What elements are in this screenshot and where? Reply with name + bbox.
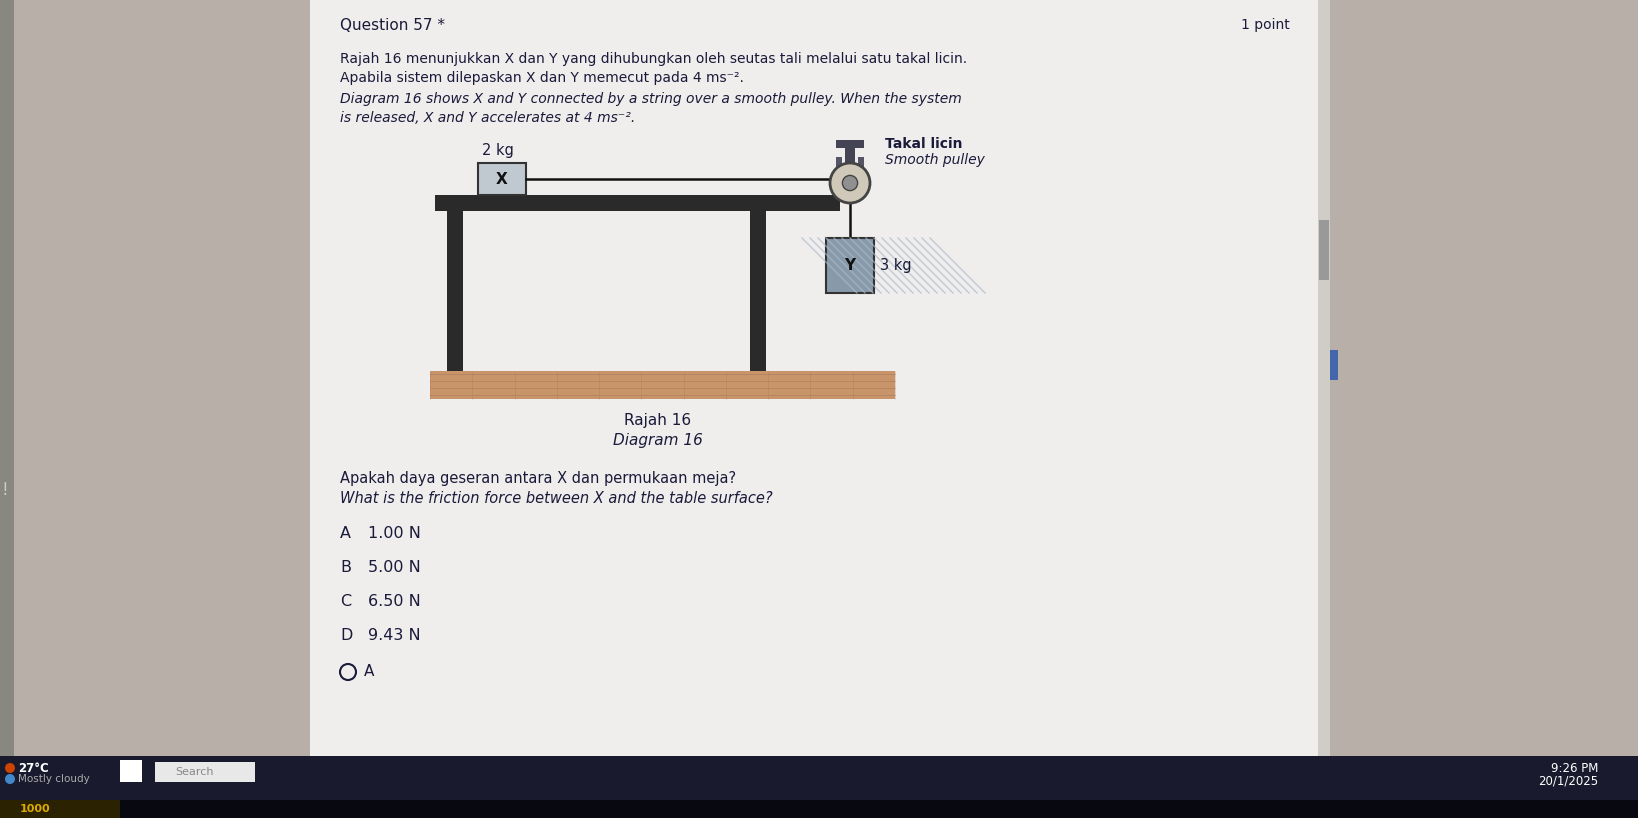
Text: Apakah daya geseran antara X dan permukaan meja?: Apakah daya geseran antara X dan permuka… [341,471,735,486]
Text: Diagram 16: Diagram 16 [613,433,703,448]
Text: 27°C: 27°C [18,762,49,775]
Bar [436,195,840,211]
Text: 1.00 N: 1.00 N [369,526,421,541]
Bar [835,157,842,169]
Bar [310,0,1320,760]
Bar [120,760,143,782]
Bar [447,211,464,371]
Text: Takal licin: Takal licin [885,137,963,151]
Text: 9.43 N: 9.43 N [369,628,421,643]
Text: D: D [341,628,352,643]
Bar [0,0,15,818]
Bar [0,756,1638,800]
Text: B: B [341,560,351,575]
Bar [1330,350,1338,380]
Text: Rajah 16: Rajah 16 [624,413,691,428]
Text: 1 point: 1 point [1242,18,1291,32]
Text: Search: Search [175,767,213,777]
Text: is released, X and Y accelerates at 4 ms⁻².: is released, X and Y accelerates at 4 ms… [341,111,636,125]
Bar [0,800,1638,818]
Text: Y: Y [845,258,855,273]
Bar [858,157,863,169]
Text: 20/1/2025: 20/1/2025 [1538,774,1599,787]
Bar [835,140,863,148]
Circle shape [842,175,858,191]
Text: Question 57 *: Question 57 * [341,18,446,33]
Text: Mostly cloudy: Mostly cloudy [18,774,90,784]
Text: 5.00 N: 5.00 N [369,560,421,575]
Text: 9:26 PM: 9:26 PM [1551,762,1599,775]
Text: C: C [341,594,351,609]
Text: 6.50 N: 6.50 N [369,594,421,609]
Bar [845,140,855,195]
Text: Search: Search [175,766,213,776]
Bar [0,800,120,818]
Bar [1319,220,1328,280]
Bar [478,163,526,195]
Text: A: A [341,526,351,541]
Text: !: ! [2,481,8,499]
Text: Rajah 16 menunjukkan X dan Y yang dihubungkan oleh seutas tali melalui satu taka: Rajah 16 menunjukkan X dan Y yang dihubu… [341,52,966,66]
Bar [1319,0,1330,760]
Circle shape [830,163,870,203]
Circle shape [5,763,15,773]
Text: X: X [496,172,508,187]
Bar [431,371,894,399]
Text: What is the friction force between X and the table surface?: What is the friction force between X and… [341,491,773,506]
Text: 1000: 1000 [20,804,51,814]
Bar [750,211,767,371]
Text: Smooth pulley: Smooth pulley [885,153,984,167]
Bar [826,238,875,293]
Text: Diagram 16 shows X and Y connected by a string over a smooth pulley. When the sy: Diagram 16 shows X and Y connected by a … [341,92,962,106]
Text: Apabila sistem dilepaskan X dan Y memecut pada 4 ms⁻².: Apabila sistem dilepaskan X dan Y memecu… [341,71,744,85]
Bar [156,762,256,782]
Text: 2 kg: 2 kg [482,143,514,158]
Text: 3 kg: 3 kg [880,258,912,273]
Circle shape [5,774,15,784]
Text: A: A [364,664,375,680]
